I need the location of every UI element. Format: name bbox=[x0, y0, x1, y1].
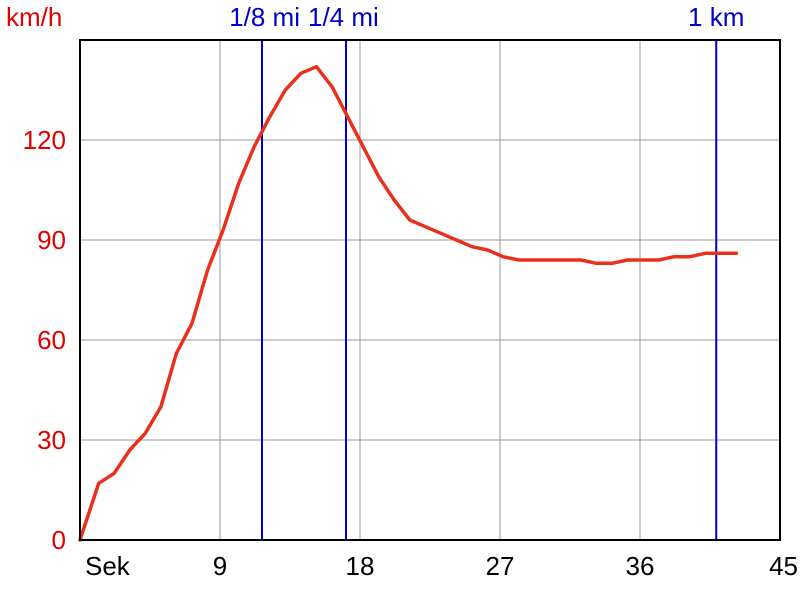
x-axis-ticks: Sek 9 18 27 36 45 bbox=[85, 551, 798, 581]
y-axis-unit-label: km/h bbox=[6, 2, 62, 32]
x-tick-label: 27 bbox=[486, 551, 515, 581]
marker-labels: 1/8 mi 1/4 mi 1 km bbox=[229, 2, 744, 32]
distance-markers bbox=[261, 40, 718, 540]
y-tick-label: 0 bbox=[52, 525, 66, 555]
speed-series bbox=[78, 64, 739, 542]
gridlines bbox=[80, 40, 780, 540]
x-tick-label: 45 bbox=[769, 551, 798, 581]
x-axis-unit-label: Sek bbox=[85, 551, 131, 581]
y-tick-label: 90 bbox=[37, 225, 66, 255]
y-axis-ticks: 0 30 60 90 120 bbox=[23, 125, 66, 555]
plot-frame bbox=[79, 39, 781, 541]
speed-line bbox=[78, 64, 739, 542]
x-tick-label: 18 bbox=[346, 551, 375, 581]
y-tick-label: 120 bbox=[23, 125, 66, 155]
y-tick-label: 60 bbox=[37, 325, 66, 355]
x-tick-label: 9 bbox=[213, 551, 227, 581]
distance-marker-label: 1/4 mi bbox=[308, 2, 379, 32]
x-tick-label: 36 bbox=[626, 551, 655, 581]
y-tick-label: 30 bbox=[37, 425, 66, 455]
distance-marker-label: 1 km bbox=[688, 2, 744, 32]
distance-marker-label: 1/8 mi bbox=[229, 2, 300, 32]
